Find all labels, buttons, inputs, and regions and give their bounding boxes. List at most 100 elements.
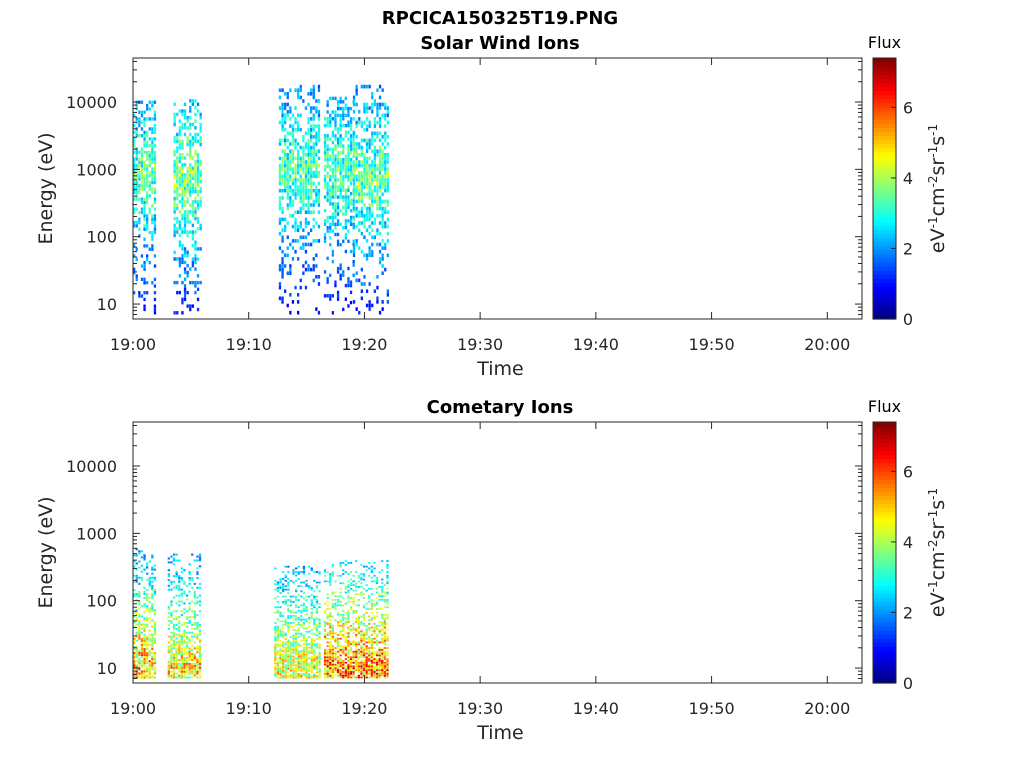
spectrogram-cell — [381, 615, 384, 618]
spectrogram-cell — [191, 99, 194, 103]
spectrogram-cell — [178, 575, 181, 578]
spectrogram-cell — [363, 178, 366, 182]
spectrogram-cell — [178, 243, 181, 248]
spectrogram-cell — [376, 192, 379, 197]
spectrogram-cell — [365, 303, 369, 308]
spectrogram-cell — [140, 207, 144, 211]
spectrogram-cell — [289, 645, 293, 647]
spectrogram-cell — [167, 608, 170, 611]
spectrogram-cell — [294, 145, 297, 150]
spectrogram-cell — [386, 602, 389, 605]
spectrogram-cell — [312, 127, 315, 132]
spectrogram-cell — [146, 174, 149, 178]
spectrogram-cell — [360, 188, 363, 193]
spectrogram-cell — [336, 624, 340, 627]
spectrogram-cell — [386, 599, 389, 601]
spectrogram-cell — [329, 578, 332, 581]
spectrogram-cell — [313, 664, 316, 667]
spectrogram-cell — [349, 120, 353, 124]
spectrogram-cell — [302, 638, 306, 640]
spectrogram-cell — [304, 131, 308, 136]
spectrogram-cell — [305, 652, 308, 654]
spectrogram-cell — [191, 653, 194, 656]
spectrogram-cell — [138, 117, 141, 121]
spectrogram-cell — [191, 173, 194, 177]
spectrogram-cell — [360, 576, 363, 579]
spectrogram-cell — [153, 174, 157, 178]
spectrogram-cell — [193, 596, 196, 599]
spectrogram-cell — [344, 571, 347, 573]
spectrogram-cell — [148, 609, 151, 612]
spectrogram-cell — [378, 599, 381, 601]
spectrogram-cell — [146, 662, 149, 665]
spectrogram-cell — [191, 200, 194, 204]
spectrogram-cell — [278, 217, 282, 222]
spectrogram-cell — [339, 188, 342, 192]
spectrogram-cell — [344, 648, 347, 651]
spectrogram-cell — [198, 555, 202, 558]
spectrogram-cell — [305, 630, 308, 633]
spectrogram-cell — [189, 156, 192, 160]
spectrogram-cell — [347, 123, 350, 128]
spectrogram-cell — [312, 239, 315, 243]
spectrogram-cell — [183, 657, 186, 659]
spectrogram-cell — [378, 628, 381, 631]
spectrogram-cell — [384, 185, 387, 189]
spectrogram-cell — [289, 153, 292, 157]
spectrogram-cell — [355, 648, 358, 651]
spectrogram-cell — [178, 193, 181, 197]
spectrogram-cell — [173, 311, 176, 315]
spectrogram-cell — [373, 667, 376, 670]
spectrogram-cell — [198, 676, 202, 679]
spectrogram-cell — [308, 650, 311, 653]
spectrogram-cell — [183, 612, 186, 615]
spectrogram-cell — [334, 209, 337, 213]
spectrogram-cell — [339, 100, 342, 104]
spectrogram-cell — [383, 599, 386, 601]
spectrogram-cell — [172, 639, 176, 642]
spectrogram-cell — [362, 656, 366, 659]
spectrogram-cell — [386, 613, 389, 616]
spectrogram-cell — [302, 163, 305, 168]
spectrogram-cell — [183, 647, 186, 650]
spectrogram-cell — [183, 216, 187, 221]
spectrogram-cell — [146, 674, 149, 677]
spectrogram-cell — [146, 184, 149, 188]
spectrogram-cell — [153, 113, 157, 118]
spectrogram-cell — [198, 660, 202, 663]
spectrogram-cell — [331, 140, 334, 145]
spectrogram-cell — [386, 663, 389, 666]
spectrogram-cell — [295, 599, 298, 601]
spectrogram-cell — [172, 557, 176, 560]
spectrogram-cell — [135, 674, 138, 677]
spectrogram-cell — [274, 648, 277, 651]
spectrogram-cell — [376, 135, 379, 139]
spectrogram-cell — [365, 257, 369, 261]
spectrogram-cell — [347, 151, 350, 155]
spectrogram-cell — [342, 195, 345, 199]
spectrogram-cell — [331, 260, 334, 264]
spectrogram-cell — [276, 652, 280, 654]
spectrogram-cell — [358, 221, 361, 225]
spectrogram-cell — [363, 160, 366, 164]
spectrogram-cell — [334, 671, 337, 673]
spectrogram-cell — [318, 622, 321, 624]
spectrogram-cell — [347, 106, 350, 111]
spectrogram-cell — [381, 224, 384, 229]
spectrogram-cell — [357, 656, 360, 659]
spectrogram-cell — [198, 610, 202, 613]
spectrogram-cell — [360, 153, 363, 157]
spectrogram-cell — [185, 662, 189, 665]
spectrogram-cell — [295, 667, 298, 670]
spectrogram-cell — [373, 170, 376, 175]
spectrogram-cell — [326, 654, 329, 657]
spectrogram-cell — [329, 671, 332, 673]
spectrogram-cell — [310, 586, 313, 589]
spectrogram-cell — [363, 106, 366, 110]
spectrogram-cell — [199, 112, 202, 117]
spectrogram-cell — [194, 183, 197, 187]
spectrogram-cell — [365, 632, 368, 635]
spectrogram-cell — [334, 602, 337, 605]
spectrogram-cell — [363, 138, 366, 143]
spectrogram-cell — [143, 140, 146, 144]
